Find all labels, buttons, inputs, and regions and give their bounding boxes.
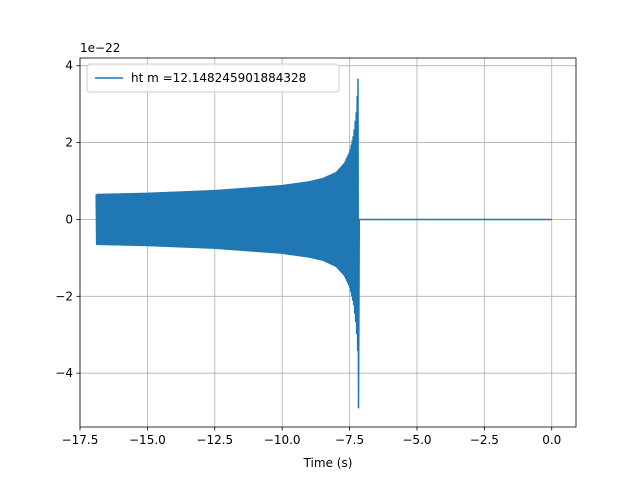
x-tick-label: −7.5 [335, 433, 364, 447]
x-axis-label: Time (s) [303, 456, 353, 470]
y-offset-text: 1e−22 [80, 41, 120, 55]
y-tick-label: 2 [65, 136, 73, 150]
x-tick-label: −15.0 [129, 433, 166, 447]
plot-frame [79, 57, 577, 428]
x-tick-label: −17.5 [62, 433, 99, 447]
y-tick-label: 0 [65, 212, 73, 226]
x-tick-label: −12.5 [196, 433, 233, 447]
x-tick-label: −2.5 [470, 433, 499, 447]
legend-label: ht m =12.148245901884328 [131, 71, 306, 85]
x-tick-label: −10.0 [264, 433, 301, 447]
series-layer [95, 78, 552, 409]
legend: ht m =12.148245901884328 [86, 63, 340, 93]
legend-box [86, 63, 340, 93]
y-tick-label: −2 [55, 289, 73, 303]
y-tick-label: 4 [65, 59, 73, 73]
ticks: −17.5 −15.0 −12.5 −10.0 −7.5 −5.0 −2.5 0.0 −4 −2 0… [55, 59, 561, 447]
x-tick-label: −5.0 [402, 433, 431, 447]
x-tick-label: 0.0 [542, 433, 561, 447]
y-tick-label: −4 [55, 366, 73, 380]
series-line-ht [95, 78, 552, 409]
